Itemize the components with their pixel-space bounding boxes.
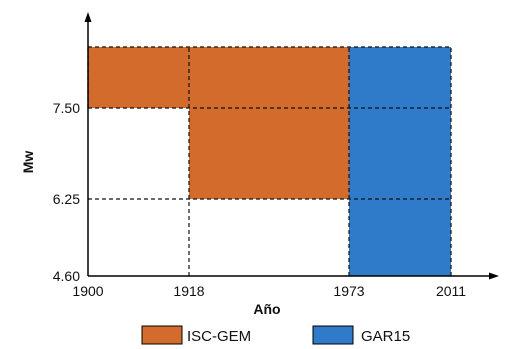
region-isc-gem-1 (88, 47, 349, 108)
y-tick-label-4-60: 4.60 (53, 268, 80, 284)
y-axis-arrow (84, 12, 92, 22)
legend-label-isc-gem: ISC-GEM (187, 328, 251, 345)
y-tick-label-7-50: 7.50 (53, 100, 80, 116)
region-isc-gem-2 (189, 108, 349, 199)
x-tick-label-2011: 2011 (436, 283, 466, 299)
chart-tick-labels: 1900 1918 1973 2011 4.60 6.25 7.50 (53, 100, 467, 299)
y-tick-label-6-25: 6.25 (53, 191, 80, 207)
x-axis-title: Año (253, 301, 280, 317)
x-tick-label-1918: 1918 (173, 283, 204, 299)
chart-axes (84, 12, 499, 280)
x-tick-label-1973: 1973 (333, 283, 364, 299)
x-axis-arrow (489, 272, 499, 280)
legend-swatch-isc-gem (141, 325, 183, 345)
y-axis-title: Mw (20, 151, 36, 174)
chart-gridlines (87, 46, 452, 276)
region-gar15-1 (349, 47, 451, 276)
x-tick-label-1900: 1900 (72, 283, 103, 299)
chart-regions (88, 47, 451, 276)
legend-label-gar15: GAR15 (361, 328, 410, 345)
legend-swatch-gar15 (312, 325, 354, 345)
chart-legend: ISC-GEM GAR15 (141, 325, 410, 345)
